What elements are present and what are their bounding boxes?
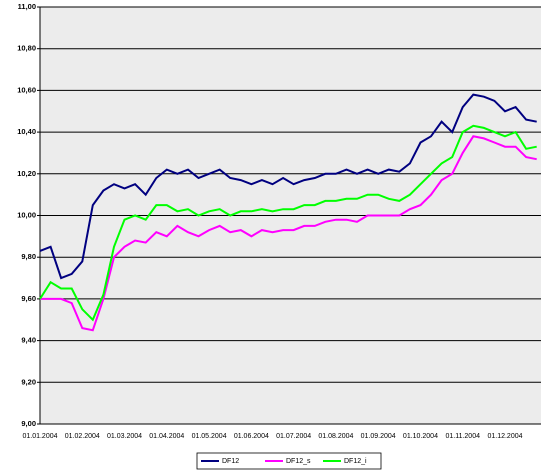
x-tick-label: 01.08.2004	[318, 433, 353, 440]
y-tick-label: 9,60	[21, 294, 36, 303]
x-tick-label: 01.03.2004	[107, 433, 142, 440]
y-tick-label: 9,20	[21, 377, 36, 386]
y-tick-label: 10,20	[17, 169, 36, 178]
x-tick-label: 01.09.2004	[361, 433, 396, 440]
y-tick-label: 10,00	[17, 210, 36, 219]
y-tick-label: 10,40	[17, 127, 36, 136]
x-tick-label: 01.02.2004	[65, 433, 100, 440]
legend-label: DF12_s	[286, 458, 311, 465]
x-tick-label: 01.07.2004	[276, 433, 311, 440]
x-tick-label: 01.12.2004	[487, 433, 522, 440]
y-tick-label: 9,40	[21, 336, 36, 345]
x-tick-label: 01.05.2004	[192, 433, 227, 440]
y-tick-label: 9,00	[21, 419, 36, 428]
y-tick-label: 10,80	[17, 44, 36, 53]
x-tick-label: 01.11.2004	[445, 433, 480, 440]
x-tick-label: 01.06.2004	[234, 433, 269, 440]
legend-box	[196, 452, 382, 470]
x-tick-label: 01.10.2004	[403, 433, 438, 440]
legend-label: DF12_i	[344, 458, 367, 465]
line-series	[39, 93, 537, 280]
x-tick-label: 01.01.2004	[22, 433, 57, 440]
y-tick-label: 10,60	[17, 85, 36, 94]
legend-label: DF12	[222, 458, 239, 465]
x-tick-label: 01.04.2004	[149, 433, 184, 440]
line-series	[40, 135, 537, 332]
y-tick-label: 9,80	[21, 252, 36, 261]
line-series	[39, 124, 537, 322]
y-tick-label: 11,00	[18, 2, 36, 11]
